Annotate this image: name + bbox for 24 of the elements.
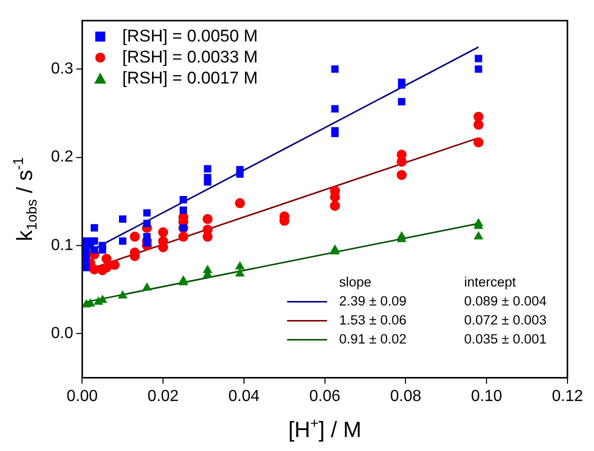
- x-tick-label: 0.02: [148, 388, 179, 405]
- y-tick-label: 0.0: [50, 325, 74, 342]
- x-tick-label: 0.10: [470, 388, 502, 405]
- x-tick-label: 0.08: [390, 388, 422, 405]
- legend-label: [RSH] = 0.0033 M: [122, 47, 258, 66]
- x-axis-title: [H+] / M: [288, 416, 362, 442]
- annotation: intercept: [464, 274, 516, 290]
- x-tick-label: 0.00: [66, 388, 98, 405]
- legend-label: 1.53 ± 0.06: [339, 312, 407, 328]
- y-tick-label: 0.1: [50, 236, 74, 254]
- legend-label: 0.91 ± 0.02: [339, 332, 407, 347]
- annotation: slope: [339, 274, 372, 290]
- legend-label: 2.39 ± 0.09: [339, 294, 407, 309]
- legend-label: [RSH] = 0.0017 M: [122, 68, 258, 88]
- x-tick-label: 0.06: [309, 388, 341, 405]
- legend-label: [RSH] = 0.0050 M: [122, 26, 258, 46]
- annotation: 0.072 ± 0.003: [464, 312, 547, 328]
- y-tick-label: 0.3: [50, 60, 74, 78]
- annotation: 0.089 ± 0.004: [464, 294, 548, 309]
- x-tick-label: 0.04: [228, 388, 260, 405]
- y-axis-title: k1obs / s-1: [11, 157, 40, 242]
- y-tick-label: 0.2: [50, 148, 74, 166]
- x-tick-label: 0.12: [552, 388, 584, 405]
- annotation: 0.035 ± 0.001: [464, 332, 547, 347]
